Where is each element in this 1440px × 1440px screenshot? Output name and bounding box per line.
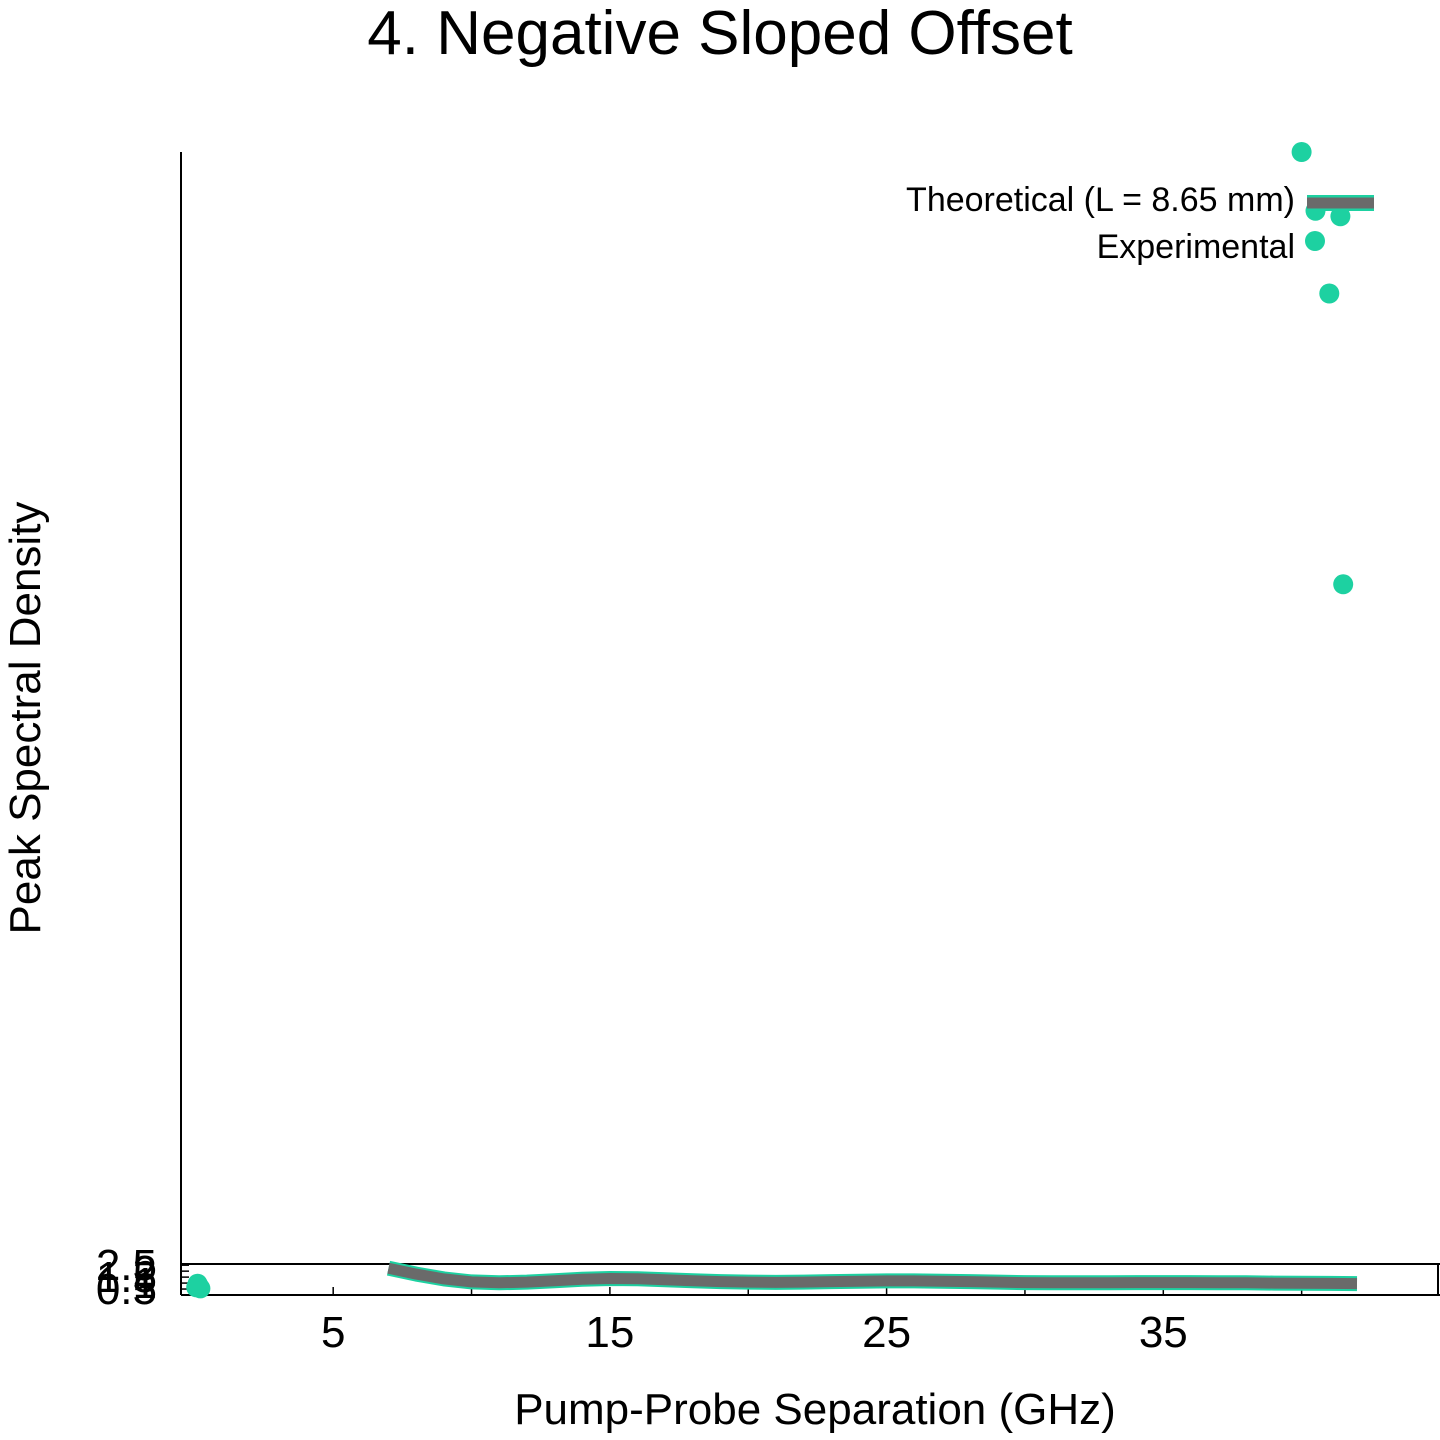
legend: Theoretical (L = 8.65 mm) Experimental: [906, 181, 1374, 266]
y-tick-label-4: 2.5: [96, 1241, 157, 1290]
x-tick-label-0: 5: [321, 1308, 345, 1357]
x-tick-label-1: 15: [585, 1308, 634, 1357]
y-tick-label-0: 0.5: [96, 1265, 157, 1314]
y-tick-label-2: 1.5: [96, 1253, 157, 1302]
legend-label-experimental: Experimental: [1097, 228, 1295, 266]
x-axis-label: Pump-Probe Separation (GHz): [514, 1385, 1116, 1434]
experimental-point-2-4: [1330, 206, 1351, 227]
x-ticks: 5 15 25 35: [321, 1287, 1303, 1357]
legend-label-theoretical: Theoretical (L = 8.65 mm): [906, 181, 1295, 219]
axes: [180, 152, 1440, 1296]
experimental-point-2-3: [1333, 574, 1354, 595]
experimental-point-2-0: [1291, 142, 1312, 162]
y-ticks: 0.511.522.5: [96, 1241, 189, 1314]
x-tick-label-2: 25: [862, 1308, 911, 1357]
legend-swatch-experimental: [1305, 231, 1325, 251]
experimental-point-2-2: [1319, 283, 1340, 304]
chart-title: 4. Negative Sloped Offset: [367, 0, 1072, 68]
y-axis-label: Peak Spectral Density: [1, 502, 50, 935]
theoretical-line: [387, 1262, 1358, 1290]
series-layer: [186, 142, 1358, 1299]
x-tick-label-3: 35: [1139, 1308, 1188, 1357]
y-tick-label-3: 2: [133, 1247, 157, 1296]
experimental-point-1-4: [187, 1273, 208, 1294]
y-tick-label-1: 1: [133, 1259, 157, 1308]
